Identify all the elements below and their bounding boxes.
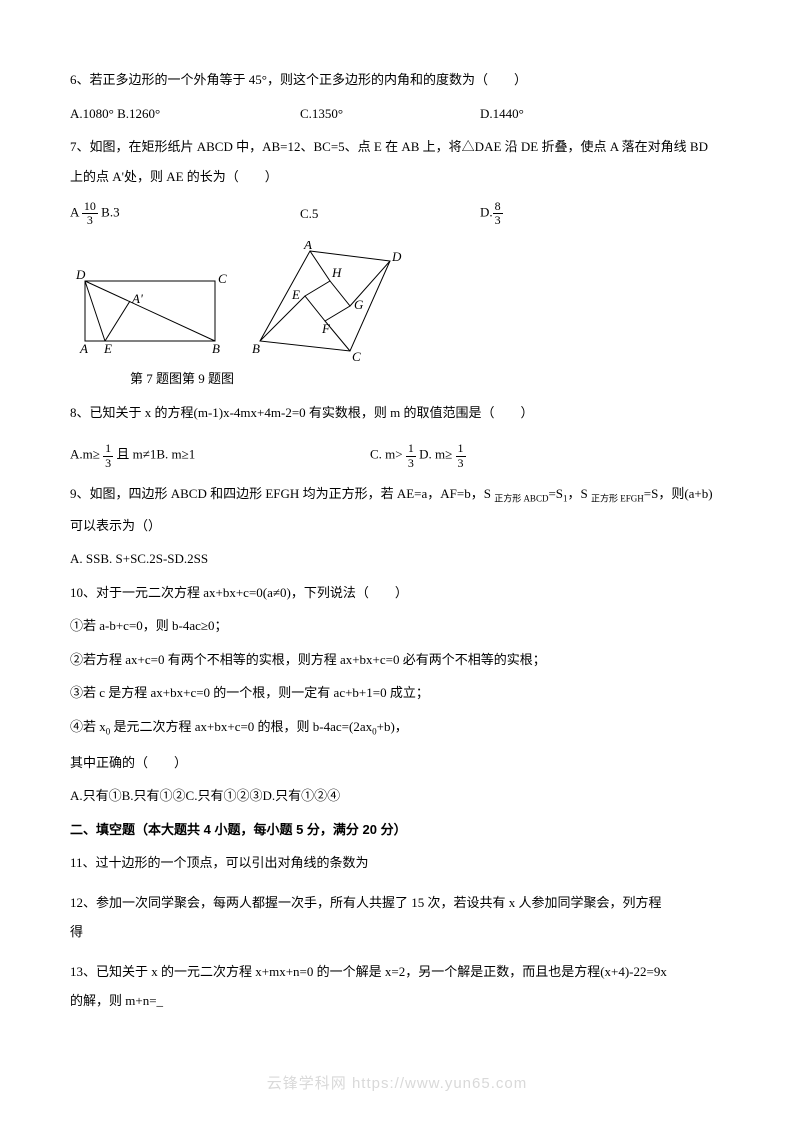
q10-s4a: ④若 x <box>70 719 106 734</box>
diagram-row: A E B C D A' A D C B E H G F <box>70 241 724 361</box>
svg-text:A: A <box>79 341 88 356</box>
q10-s5: 其中正确的（ ） <box>70 753 724 773</box>
q10-s2: ②若方程 ax+c=0 有两个不相等的实根，则方程 ax+bx+c=0 必有两个… <box>70 650 724 670</box>
q8-options: A.m≥ 13 且 m≠1B. m≥1 C. m> 13 D. m≥ 13 <box>70 442 724 469</box>
svg-text:C: C <box>218 271 227 286</box>
q8-optD-prefix: D. m≥ <box>416 447 456 462</box>
q6-options: A.1080° B.1260° C.1350° D.1440° <box>70 104 724 124</box>
q9-t1a: 9、如图，四边形 ABCD 和四边形 EFGH 均为正方形，若 AE=a，AF=… <box>70 486 494 501</box>
q9-figure: A D C B E H G F <box>240 241 410 361</box>
frac-den: 3 <box>406 457 416 470</box>
q6-opt-c: C.1350° <box>300 104 480 124</box>
q8-optC-frac: 13 <box>406 442 416 469</box>
frac-num: 1 <box>456 442 466 456</box>
q7-options: A 103 B.3 C.5 D.83 <box>70 200 724 227</box>
q6-text: 6、若正多边形的一个外角等于 45°，则这个正多边形的内角和的度数为（ ） <box>70 70 724 90</box>
q6-opt-d: D.1440° <box>480 104 524 124</box>
svg-text:A': A' <box>131 291 143 306</box>
q10-s4c: +b)， <box>377 719 408 734</box>
q8-text: 8、已知关于 x 的方程(m-1)x-4mx+4m-2=0 有实数根，则 m 的… <box>70 403 724 423</box>
q10-s4: ④若 x0 是元二次方程 ax+bx+c=0 的根，则 b-4ac=(2ax0+… <box>70 717 724 739</box>
svg-text:E: E <box>103 341 112 356</box>
q7-figure: A E B C D A' <box>70 251 230 361</box>
q7-opt-c: C.5 <box>300 204 480 224</box>
frac-num: 1 <box>103 442 113 456</box>
svg-text:D: D <box>75 267 86 282</box>
svg-text:B: B <box>212 341 220 356</box>
q13-text-2: 的解，则 m+n=_ <box>70 991 724 1011</box>
q8-opt-ab: A.m≥ 13 且 m≠1B. m≥1 <box>70 442 370 469</box>
svg-text:H: H <box>331 265 342 280</box>
frac-num: 8 <box>493 200 503 214</box>
q7-text-2: 上的点 A'处，则 AE 的长为（ ） <box>70 167 724 187</box>
q7-optA-frac: 103 <box>82 200 98 227</box>
q7-optD-prefix: D. <box>480 205 493 220</box>
svg-text:C: C <box>352 349 361 361</box>
q9-sub3: 正方形 EFGH <box>591 493 644 503</box>
q9-t1c: ，S <box>568 486 591 501</box>
svg-text:A: A <box>303 241 312 252</box>
q10-options: A.只有①B.只有①②C.只有①②③D.只有①②④ <box>70 786 724 806</box>
q9-text-1: 9、如图，四边形 ABCD 和四边形 EFGH 均为正方形，若 AE=a，AF=… <box>70 484 724 506</box>
svg-text:G: G <box>354 297 364 312</box>
q10-s3: ③若 c 是方程 ax+bx+c=0 的一个根，则一定有 ac+b+1=0 成立… <box>70 683 724 703</box>
frac-den: 3 <box>456 457 466 470</box>
q7-text-1: 7、如图，在矩形纸片 ABCD 中，AB=12、BC=5、点 E 在 AB 上，… <box>70 137 724 157</box>
svg-text:F: F <box>321 321 331 336</box>
frac-den: 3 <box>82 214 98 227</box>
frac-den: 3 <box>103 457 113 470</box>
q7-optA-prefix: A <box>70 205 82 220</box>
svg-text:B: B <box>252 341 260 356</box>
svg-text:E: E <box>291 287 300 302</box>
footer-watermark: 云锋学科网 https://www.yun65.com <box>0 1073 794 1096</box>
q7-optD-frac: 83 <box>493 200 503 227</box>
figure-caption: 第 7 题图第 9 题图 <box>130 369 724 389</box>
q12-text-1: 12、参加一次同学聚会，每两人都握一次手，所有人共握了 15 次，若设共有 x … <box>70 893 724 913</box>
section-2-title: 二、填空题（本大题共 4 小题，每小题 5 分，满分 20 分） <box>70 820 724 840</box>
q7-opt-ab: A 103 B.3 <box>70 200 300 227</box>
q8-optD-frac: 13 <box>456 442 466 469</box>
q8-opt-cd: C. m> 13 D. m≥ 13 <box>370 442 466 469</box>
q8-optA-suffix: 且 m≠1B. m≥1 <box>113 447 195 462</box>
q9-t1d: =S，则(a+b) <box>644 486 713 501</box>
q7-optA-suffix: B.3 <box>98 205 120 220</box>
q9-text-2: 可以表示为（） <box>70 516 724 536</box>
q8-optC-prefix: C. m> <box>370 447 406 462</box>
frac-num: 1 <box>406 442 416 456</box>
q10-s4b: 是元二次方程 ax+bx+c=0 的根，则 b-4ac=(2ax <box>110 719 372 734</box>
svg-text:D: D <box>391 249 402 264</box>
q13-text-1: 13、已知关于 x 的一元二次方程 x+mx+n=0 的一个解是 x=2，另一个… <box>70 962 724 982</box>
q9-options: A. SSB. S+SC.2S-SD.2SS <box>70 549 724 569</box>
q10-s1: ①若 a-b+c=0，则 b-4ac≥0； <box>70 616 724 636</box>
frac-den: 3 <box>493 214 503 227</box>
q9-t1b: =S <box>548 486 563 501</box>
q11-text: 11、过十边形的一个顶点，可以引出对角线的条数为 <box>70 853 724 873</box>
q12-text-2: 得 <box>70 922 724 942</box>
q8-optA-prefix: A.m≥ <box>70 447 103 462</box>
q10-text: 10、对于一元二次方程 ax+bx+c=0(a≠0)，下列说法（ ） <box>70 583 724 603</box>
q8-optA-frac: 13 <box>103 442 113 469</box>
q9-sub1: 正方形 ABCD <box>494 493 548 503</box>
frac-num: 10 <box>82 200 98 214</box>
q6-opt-ab: A.1080° B.1260° <box>70 104 300 124</box>
q7-opt-d: D.83 <box>480 200 503 227</box>
